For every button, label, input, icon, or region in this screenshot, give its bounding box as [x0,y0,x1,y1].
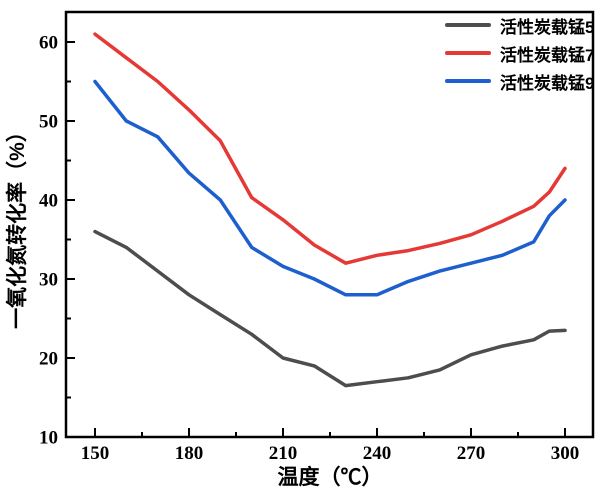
y-tick-label: 30 [39,270,58,291]
x-tick-label: 270 [457,443,486,464]
x-tick-label: 150 [81,443,110,464]
y-tick-label: 20 [39,349,58,370]
legend-label-2: 活性炭载锰9 [500,73,595,93]
y-tick-label: 10 [39,428,58,449]
y-axis-title: 一氧化氮转化率（%） [5,121,29,329]
series-line-1 [93,32,567,265]
x-tick-label: 300 [551,443,580,464]
legend-line-sample-2 [445,79,491,83]
x-tick-label: 180 [175,443,204,464]
legend-item-1: 活性炭载锰7 [445,43,595,65]
series-line-2 [93,79,567,297]
y-tick-label: 50 [39,112,58,133]
legend-label-0: 活性炭载锰5 [500,17,595,37]
legend: 活性炭载锰5 活性炭载锰7 活性炭载锰9 [445,15,595,93]
legend-item-2: 活性炭载锰9 [445,71,595,93]
legend-line-sample-1 [445,51,491,55]
series-line-0 [93,229,567,388]
legend-label-1: 活性炭载锰7 [500,45,595,65]
y-tick-label: 60 [39,33,58,54]
y-tick-label: 40 [39,191,58,212]
x-tick-label: 240 [363,443,392,464]
legend-item-0: 活性炭载锰5 [445,15,595,37]
x-tick-label: 210 [269,443,298,464]
plot-area: 150 180 210 240 270 300 10 20 30 40 50 60 [39,10,595,464]
x-axis-title: 温度（℃） [278,465,383,489]
legend-line-sample-0 [445,23,491,27]
